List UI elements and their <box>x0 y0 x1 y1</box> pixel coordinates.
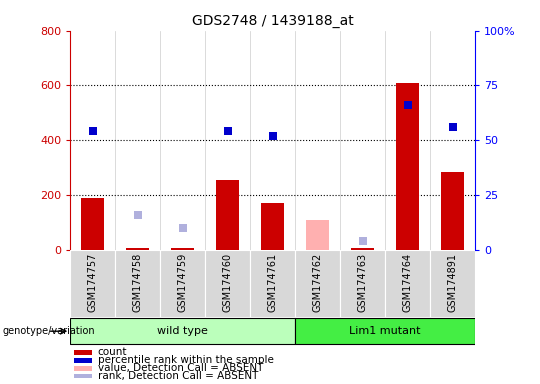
Text: count: count <box>98 347 127 357</box>
Bar <box>82 198 104 250</box>
Bar <box>75 358 92 362</box>
Bar <box>172 248 194 250</box>
Text: GSM174891: GSM174891 <box>448 253 458 312</box>
Bar <box>160 250 205 317</box>
Bar <box>217 180 239 250</box>
Text: GSM174760: GSM174760 <box>222 253 233 312</box>
Bar <box>352 248 374 250</box>
Bar <box>340 250 385 317</box>
Bar <box>126 248 149 250</box>
Text: value, Detection Call = ABSENT: value, Detection Call = ABSENT <box>98 363 263 373</box>
Bar <box>205 250 250 317</box>
Bar <box>430 250 475 317</box>
Bar <box>70 250 115 317</box>
Bar <box>396 83 419 250</box>
Text: percentile rank within the sample: percentile rank within the sample <box>98 355 274 365</box>
Title: GDS2748 / 1439188_at: GDS2748 / 1439188_at <box>192 14 354 28</box>
Bar <box>75 350 92 355</box>
Bar <box>385 250 430 317</box>
Text: Lim1 mutant: Lim1 mutant <box>349 326 421 336</box>
Bar <box>442 172 464 250</box>
Text: GSM174761: GSM174761 <box>268 253 278 312</box>
Text: GSM174759: GSM174759 <box>178 253 188 312</box>
Bar <box>295 250 340 317</box>
Text: genotype/variation: genotype/variation <box>3 326 96 336</box>
Bar <box>70 318 295 344</box>
Text: rank, Detection Call = ABSENT: rank, Detection Call = ABSENT <box>98 371 258 381</box>
Text: GSM174758: GSM174758 <box>133 253 143 312</box>
Text: GSM174763: GSM174763 <box>357 253 368 312</box>
Text: GSM174764: GSM174764 <box>403 253 413 312</box>
Bar <box>75 374 92 379</box>
Text: GSM174757: GSM174757 <box>87 253 98 312</box>
Bar <box>172 248 194 250</box>
Bar <box>115 250 160 317</box>
Bar <box>295 318 475 344</box>
Bar <box>307 220 329 250</box>
Text: GSM174762: GSM174762 <box>313 253 323 312</box>
Bar <box>250 250 295 317</box>
Bar <box>352 248 374 250</box>
Bar <box>75 366 92 371</box>
Bar <box>261 203 284 250</box>
Bar <box>126 248 149 250</box>
Text: wild type: wild type <box>157 326 208 336</box>
